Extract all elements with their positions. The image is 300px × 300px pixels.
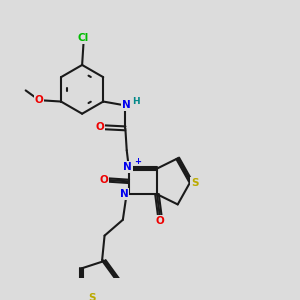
- Text: N: N: [123, 162, 132, 172]
- Text: +: +: [134, 157, 141, 166]
- Text: Cl: Cl: [78, 33, 89, 43]
- Text: O: O: [95, 122, 104, 132]
- Text: S: S: [191, 178, 199, 188]
- Text: S: S: [88, 292, 95, 300]
- Text: N: N: [120, 189, 128, 199]
- Text: O: O: [155, 216, 164, 226]
- Text: O: O: [35, 95, 44, 105]
- Text: O: O: [99, 175, 108, 185]
- Text: N: N: [122, 100, 130, 110]
- Text: H: H: [132, 97, 140, 106]
